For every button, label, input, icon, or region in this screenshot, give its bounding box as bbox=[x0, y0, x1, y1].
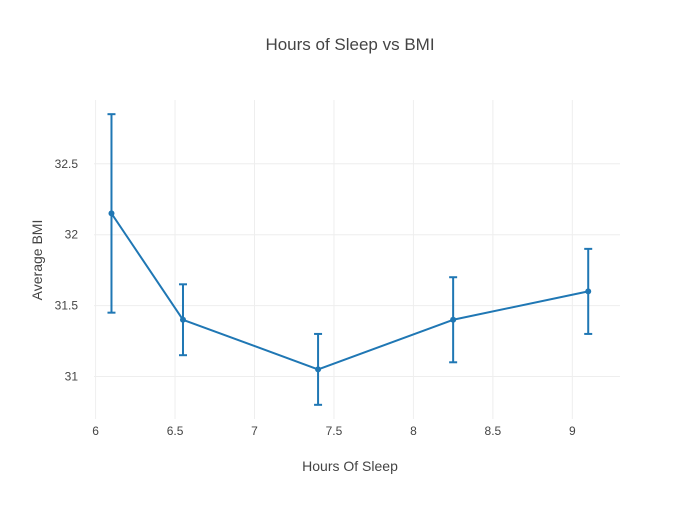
data-point bbox=[450, 316, 457, 323]
y-axis-label: Average BMI bbox=[29, 220, 45, 301]
x-tick-label: 6 bbox=[92, 424, 99, 438]
y-tick-label: 32 bbox=[65, 228, 79, 242]
x-tick-label: 9 bbox=[569, 424, 576, 438]
data-point bbox=[179, 316, 186, 323]
y-axis-tick-labels: 31 31.5 32 32.5 bbox=[55, 157, 79, 384]
y-gridlines bbox=[94, 163, 620, 377]
x-axis-label: Hours Of Sleep bbox=[302, 458, 398, 474]
series-layer bbox=[107, 113, 593, 406]
chart-title: Hours of Sleep vs BMI bbox=[265, 35, 434, 54]
data-point bbox=[585, 288, 592, 295]
data-series bbox=[107, 113, 593, 406]
y-tick-label: 31.5 bbox=[55, 299, 79, 313]
x-tick-label: 7.5 bbox=[326, 424, 343, 438]
y-tick-label: 32.5 bbox=[55, 157, 79, 171]
data-point bbox=[315, 366, 322, 373]
x-tick-label: 8 bbox=[410, 424, 417, 438]
x-gridlines bbox=[95, 100, 573, 419]
x-axis-tick-labels: 6 6.5 7 7.5 8 8.5 9 bbox=[92, 424, 576, 438]
y-tick-label: 31 bbox=[65, 369, 79, 383]
x-tick-label: 6.5 bbox=[167, 424, 184, 438]
data-point bbox=[108, 210, 115, 217]
x-tick-label: 8.5 bbox=[485, 424, 502, 438]
x-tick-label: 7 bbox=[251, 424, 258, 438]
